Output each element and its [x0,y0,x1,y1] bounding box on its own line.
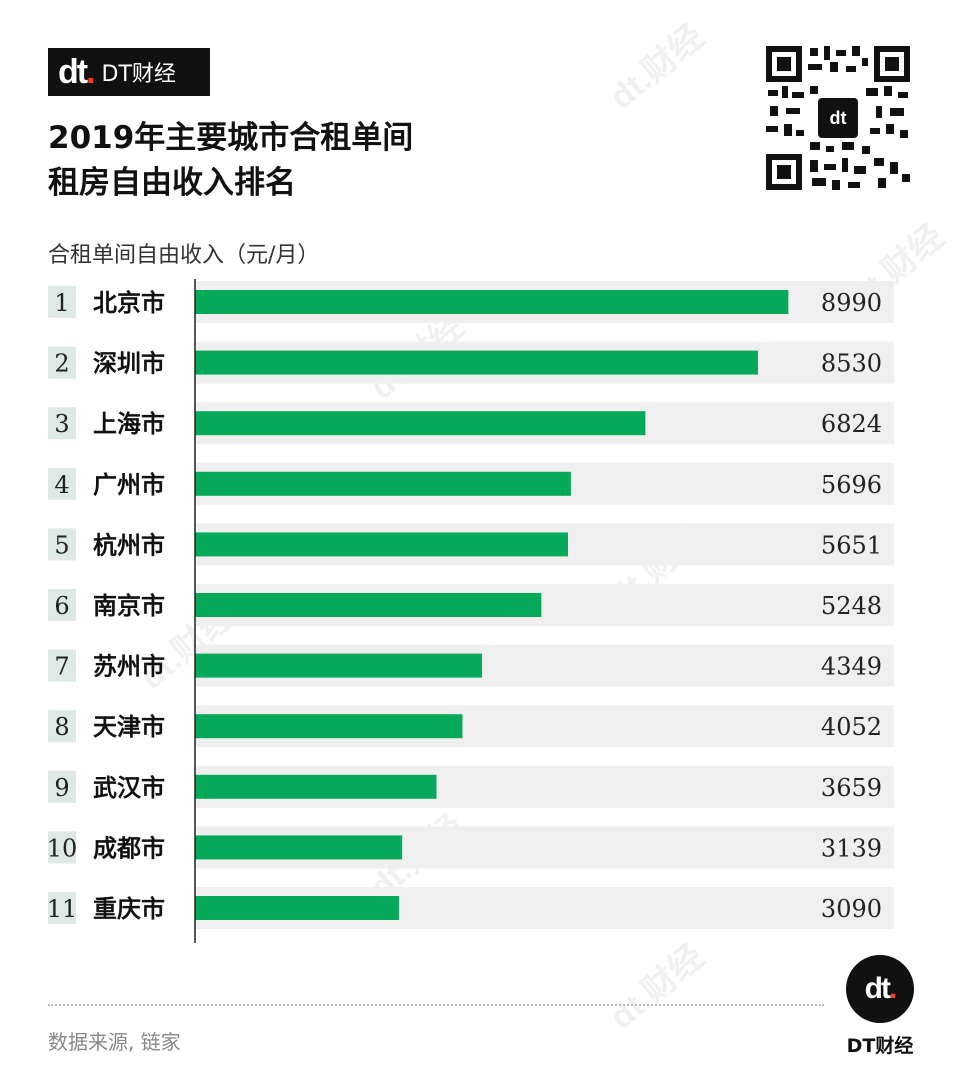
value-label: 4349 [821,653,882,681]
value-label: 4052 [821,713,882,741]
rank-badge [48,589,76,621]
bar [195,896,399,920]
category-label: 上海市 [93,410,165,438]
bar [195,471,571,496]
bar [195,411,646,436]
category-label: 北京市 [93,289,165,317]
chart-title: 2019年主要城市合租单间 租房自由收入排名 [48,120,414,201]
footer-divider [48,1004,824,1006]
rank-label: 6 [54,592,69,620]
data-source: 数据来源, 链家 [48,1030,181,1054]
bar [195,774,437,799]
value-label: 8530 [821,350,882,378]
rank-badge [48,407,76,440]
rank-label: 8 [54,713,69,741]
bar [195,714,463,739]
rank-label: 3 [54,410,69,438]
category-label: 天津市 [93,713,165,741]
category-label: 深圳市 [93,350,165,378]
qr-code-icon: dt [766,46,910,190]
brand-name: DT财经 [101,62,176,87]
rank-badge [48,467,76,500]
chart-subtitle: 合租单间自由收入（元/月） [48,243,320,268]
brand-logo: dt. DT财经 [48,48,210,96]
rank-label: 9 [54,774,69,802]
dt-badge-icon: dt. [846,955,914,1023]
value-label: 3090 [821,895,882,923]
rank-badge [48,346,76,379]
rank-label: 11 [47,895,78,923]
category-label: 苏州市 [93,653,165,681]
value-label: 3659 [821,774,882,802]
rank-label: 5 [54,531,69,559]
rank-label: 1 [54,289,69,317]
bar [195,532,568,557]
category-label: 成都市 [93,834,165,862]
bar [195,653,483,678]
category-label: 广州市 [93,471,165,499]
rank-badge [48,892,76,924]
rank-label: 10 [47,834,78,862]
rank-badge [48,528,76,561]
category-label: 重庆市 [93,895,165,923]
bar [195,350,758,375]
rank-label: 2 [54,350,69,378]
value-label: 5651 [821,531,882,559]
category-label: 武汉市 [93,774,165,802]
value-label: 6824 [821,410,882,438]
bar [195,290,789,314]
bar [195,835,403,860]
bar [195,593,542,617]
rank-badge [48,286,76,318]
badge-brand-name: DT财经 [846,1035,914,1057]
value-label: 8990 [821,289,882,317]
category-label: 南京市 [93,592,165,620]
rank-badge [48,831,76,864]
category-label: 杭州市 [93,531,165,559]
rank-label: 4 [54,471,69,499]
rank-badge [48,770,76,803]
rank-badge [48,649,76,682]
value-label: 3139 [821,834,882,862]
rank-label: 7 [54,653,69,681]
svg-text:dt: dt [830,108,847,128]
value-label: 5248 [821,592,882,620]
rank-badge [48,710,76,743]
dt-logo-icon: dt. [58,53,96,91]
value-label: 5696 [821,471,882,499]
